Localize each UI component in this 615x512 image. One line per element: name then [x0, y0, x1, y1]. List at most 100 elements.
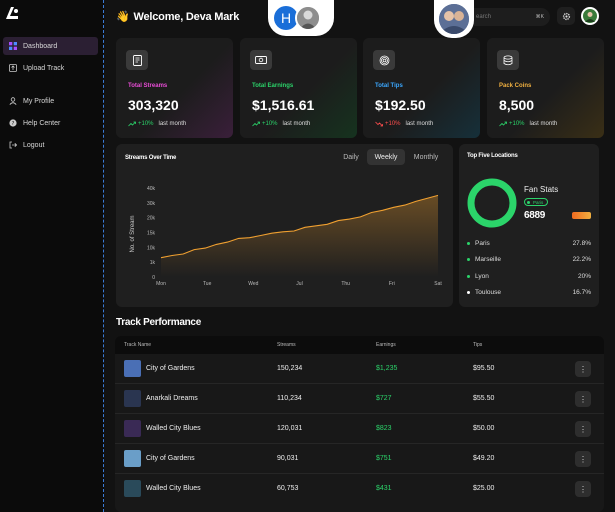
grid-icon [9, 42, 17, 50]
col-streams: Streams [277, 342, 296, 348]
track-earnings: $727 [376, 395, 392, 402]
profile-avatar-button[interactable] [581, 7, 599, 25]
money-icon [250, 50, 272, 70]
col-track-name: Track Name [124, 342, 152, 348]
badge-dot-icon [527, 200, 530, 204]
logout-icon [9, 141, 17, 149]
location-dot-icon [467, 258, 470, 261]
location-percent: 20% [577, 273, 591, 280]
trend-up-icon [128, 121, 136, 127]
location-city: Marseille [475, 256, 502, 263]
track-name: City of Gardens [146, 365, 195, 372]
location-city: Lyon [475, 273, 489, 280]
fan-ring-icon [467, 178, 517, 228]
stat-value: $192.50 [375, 97, 426, 113]
track-streams: 90,031 [277, 455, 299, 462]
location-city: Toulouse [475, 289, 502, 296]
more-options-button[interactable]: ⋮ [575, 451, 591, 467]
track-streams: 60,753 [277, 485, 299, 492]
stat-value: 303,320 [128, 97, 179, 113]
track-earnings: $1,235 [376, 365, 398, 372]
stat-change-value: +10% [509, 121, 525, 127]
sidebar-item-help-center[interactable]: ? Help Center [3, 114, 98, 132]
x-tick-label: Tue [203, 281, 212, 287]
sidebar-item-upload-track[interactable]: Upload Track [3, 59, 98, 77]
search-placeholder: earch [476, 14, 492, 20]
sidebar-item-my-profile[interactable]: My Profile [3, 92, 98, 110]
badge-label: Paris [533, 199, 544, 205]
stat-change-period: last month [405, 121, 434, 127]
welcome-text: Welcome, Deva Mark [133, 10, 240, 23]
track-streams: 110,234 [277, 395, 302, 402]
avatar-icon [583, 9, 597, 23]
stat-label: Pack Coins [499, 83, 532, 89]
coins-icon [497, 50, 519, 70]
upload-icon [9, 64, 17, 72]
more-options-button[interactable]: ⋮ [575, 481, 591, 497]
track-earnings: $823 [376, 425, 392, 432]
toggle-weekly[interactable]: Weekly [367, 149, 405, 165]
track-name: Anarkali Dreams [146, 395, 198, 402]
location-city: Paris [475, 240, 490, 247]
table-row[interactable]: Anarkali Dreams 110,234 $727 $55.50 ⋮ [115, 384, 604, 414]
track-earnings: $431 [376, 485, 392, 492]
table-row[interactable]: Walled City Blues 60,753 $431 $25.00 ⋮ [115, 474, 604, 504]
stat-label: Total Streams [128, 83, 168, 89]
sidebar-item-label: Dashboard [23, 42, 58, 50]
search-input[interactable]: earch ⌘K [462, 8, 550, 26]
track-name: City of Gardens [146, 455, 195, 462]
toggle-monthly[interactable]: Monthly [413, 153, 439, 161]
stat-value: 8,500 [499, 97, 535, 113]
y-tick-label: 40k [147, 186, 156, 192]
user-avatar[interactable] [434, 0, 474, 38]
page-title: 👋 Welcome, Deva Mark [116, 10, 240, 24]
trend-down-icon [375, 121, 383, 127]
album-art-icon [124, 450, 141, 467]
location-row: Lyon 20% [467, 273, 591, 280]
stat-change-value: +10% [138, 121, 154, 127]
col-tips: Tips [473, 342, 483, 348]
svg-text:?: ? [12, 121, 15, 127]
x-tick-label: Thu [341, 281, 350, 287]
stat-card-total-streams: Total Streams 303,320 +10% last month [116, 38, 233, 138]
app-logo-icon[interactable] [5, 6, 19, 20]
table-row[interactable]: City of Gardens 90,031 $751 $49.20 ⋮ [115, 444, 604, 474]
more-options-button[interactable]: ⋮ [575, 361, 591, 377]
y-tick-label: 10k [147, 245, 156, 251]
track-name: Walled City Blues [146, 425, 201, 432]
track-earnings: $751 [376, 455, 392, 462]
stat-change: +10% last month [128, 121, 186, 127]
stat-change-period: last month [282, 121, 311, 127]
settings-button[interactable] [557, 7, 575, 25]
sidebar-item-dashboard[interactable]: Dashboard [3, 37, 98, 55]
top-city-badge: Paris [524, 198, 549, 206]
stat-card-pack-coins: Pack Coins 8,500 +10% last month [487, 38, 604, 138]
y-tick-label: 30k [147, 201, 156, 207]
album-art-icon [124, 480, 141, 497]
stat-label: Total Earnings [252, 83, 294, 89]
more-options-button[interactable]: ⋮ [575, 421, 591, 437]
track-streams: 150,234 [277, 365, 303, 372]
fingerprint-icon [373, 50, 395, 70]
stat-change-period: last month [158, 121, 187, 127]
album-art-icon [124, 390, 141, 407]
table-row[interactable]: Walled City Blues 120,031 $823 $50.00 ⋮ [115, 414, 604, 444]
track-name: Walled City Blues [146, 485, 201, 492]
sidebar-item-label: My Profile [23, 97, 55, 105]
stat-change-period: last month [529, 121, 558, 127]
more-options-button[interactable]: ⋮ [575, 391, 591, 407]
toggle-daily[interactable]: Daily [343, 153, 359, 161]
x-tick-label: Sat [434, 281, 442, 287]
help-icon: ? [9, 119, 17, 127]
track-table: Track Name Streams Earnings Tips City of… [115, 336, 604, 512]
y-tick-label: 0 [152, 275, 155, 281]
avatar [439, 4, 469, 34]
collaborator-avatars[interactable]: H [268, 0, 334, 36]
user-icon [9, 97, 17, 105]
location-row: Marseille 22.2% [467, 256, 591, 263]
fan-stats-label: Fan Stats [524, 185, 559, 194]
table-row[interactable]: City of Gardens 150,234 $1,235 $95.50 ⋮ [115, 354, 604, 384]
sidebar-item-logout[interactable]: Logout [3, 136, 98, 154]
stat-change: +10% last month [375, 121, 433, 127]
streams-series-line [160, 194, 439, 259]
